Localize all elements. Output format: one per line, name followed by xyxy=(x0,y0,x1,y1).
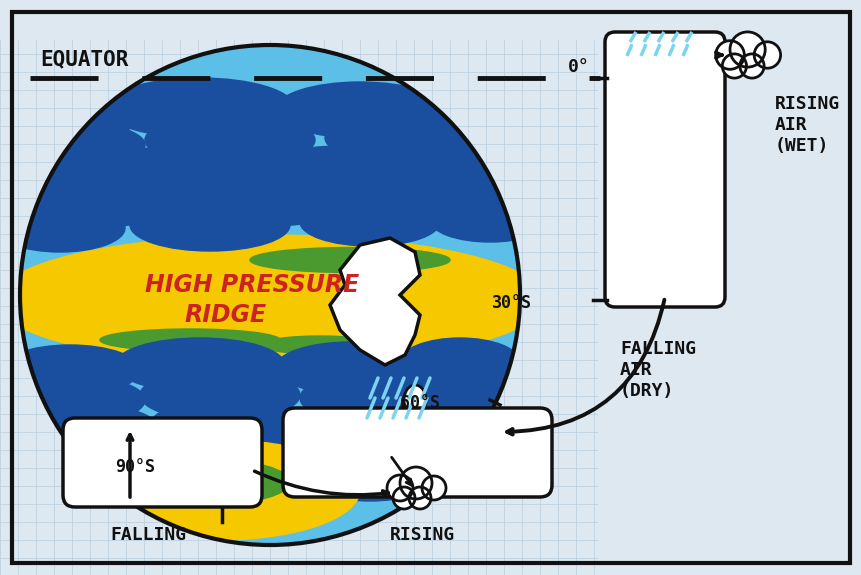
Text: FALLING: FALLING xyxy=(110,526,186,544)
FancyBboxPatch shape xyxy=(604,32,724,307)
Ellipse shape xyxy=(100,329,280,351)
Text: 0°: 0° xyxy=(567,58,589,76)
Text: 30°S: 30°S xyxy=(492,294,531,312)
Ellipse shape xyxy=(0,150,120,200)
Ellipse shape xyxy=(294,446,385,474)
Ellipse shape xyxy=(115,338,285,392)
Circle shape xyxy=(715,41,743,70)
Ellipse shape xyxy=(305,455,435,501)
Circle shape xyxy=(387,475,412,501)
Circle shape xyxy=(400,467,431,499)
Circle shape xyxy=(722,54,746,78)
Ellipse shape xyxy=(0,87,139,143)
FancyBboxPatch shape xyxy=(598,0,861,575)
Circle shape xyxy=(753,42,780,68)
Ellipse shape xyxy=(400,338,519,386)
Ellipse shape xyxy=(250,247,449,273)
Ellipse shape xyxy=(300,198,439,246)
Circle shape xyxy=(408,487,430,509)
Ellipse shape xyxy=(439,120,560,164)
Ellipse shape xyxy=(110,144,269,196)
Ellipse shape xyxy=(0,204,125,252)
Text: 90°S: 90°S xyxy=(115,458,155,476)
Ellipse shape xyxy=(185,170,355,226)
Ellipse shape xyxy=(414,370,524,414)
Ellipse shape xyxy=(164,454,314,506)
FancyBboxPatch shape xyxy=(282,408,551,497)
Ellipse shape xyxy=(35,174,185,226)
Ellipse shape xyxy=(15,434,145,482)
Ellipse shape xyxy=(300,373,439,423)
Ellipse shape xyxy=(139,369,300,421)
Ellipse shape xyxy=(404,385,425,415)
Ellipse shape xyxy=(130,459,289,504)
Ellipse shape xyxy=(430,198,549,242)
Ellipse shape xyxy=(405,144,535,192)
Ellipse shape xyxy=(80,440,360,540)
Ellipse shape xyxy=(15,377,145,423)
Ellipse shape xyxy=(105,78,294,138)
Circle shape xyxy=(393,487,414,509)
Ellipse shape xyxy=(405,403,514,447)
Ellipse shape xyxy=(350,171,489,221)
Ellipse shape xyxy=(20,405,160,455)
Ellipse shape xyxy=(405,92,554,144)
Ellipse shape xyxy=(260,336,380,354)
Text: RISING
AIR
(WET): RISING AIR (WET) xyxy=(774,95,839,155)
Text: EQUATOR: EQUATOR xyxy=(40,49,128,69)
FancyBboxPatch shape xyxy=(63,418,262,507)
Circle shape xyxy=(20,45,519,545)
Ellipse shape xyxy=(325,114,474,162)
Circle shape xyxy=(729,32,765,67)
Ellipse shape xyxy=(0,235,544,365)
Polygon shape xyxy=(330,238,419,365)
Text: HIGH PRESSURE: HIGH PRESSURE xyxy=(145,273,359,297)
Ellipse shape xyxy=(260,146,419,198)
Ellipse shape xyxy=(314,404,444,452)
Ellipse shape xyxy=(0,345,139,395)
Ellipse shape xyxy=(30,460,170,510)
Text: RIDGE: RIDGE xyxy=(185,303,267,327)
Text: 60°S: 60°S xyxy=(400,394,439,412)
Ellipse shape xyxy=(145,114,314,166)
Text: RISING: RISING xyxy=(389,526,455,544)
Ellipse shape xyxy=(464,168,574,212)
Circle shape xyxy=(739,54,763,78)
Text: FALLING
AIR
(DRY): FALLING AIR (DRY) xyxy=(619,340,696,400)
Ellipse shape xyxy=(150,399,310,451)
Ellipse shape xyxy=(25,444,135,476)
Ellipse shape xyxy=(275,428,405,476)
Ellipse shape xyxy=(389,428,489,472)
Ellipse shape xyxy=(15,123,145,167)
Ellipse shape xyxy=(125,430,275,480)
Circle shape xyxy=(422,476,445,500)
Ellipse shape xyxy=(275,82,444,138)
FancyBboxPatch shape xyxy=(0,0,861,40)
Ellipse shape xyxy=(275,342,424,394)
Ellipse shape xyxy=(130,199,289,251)
